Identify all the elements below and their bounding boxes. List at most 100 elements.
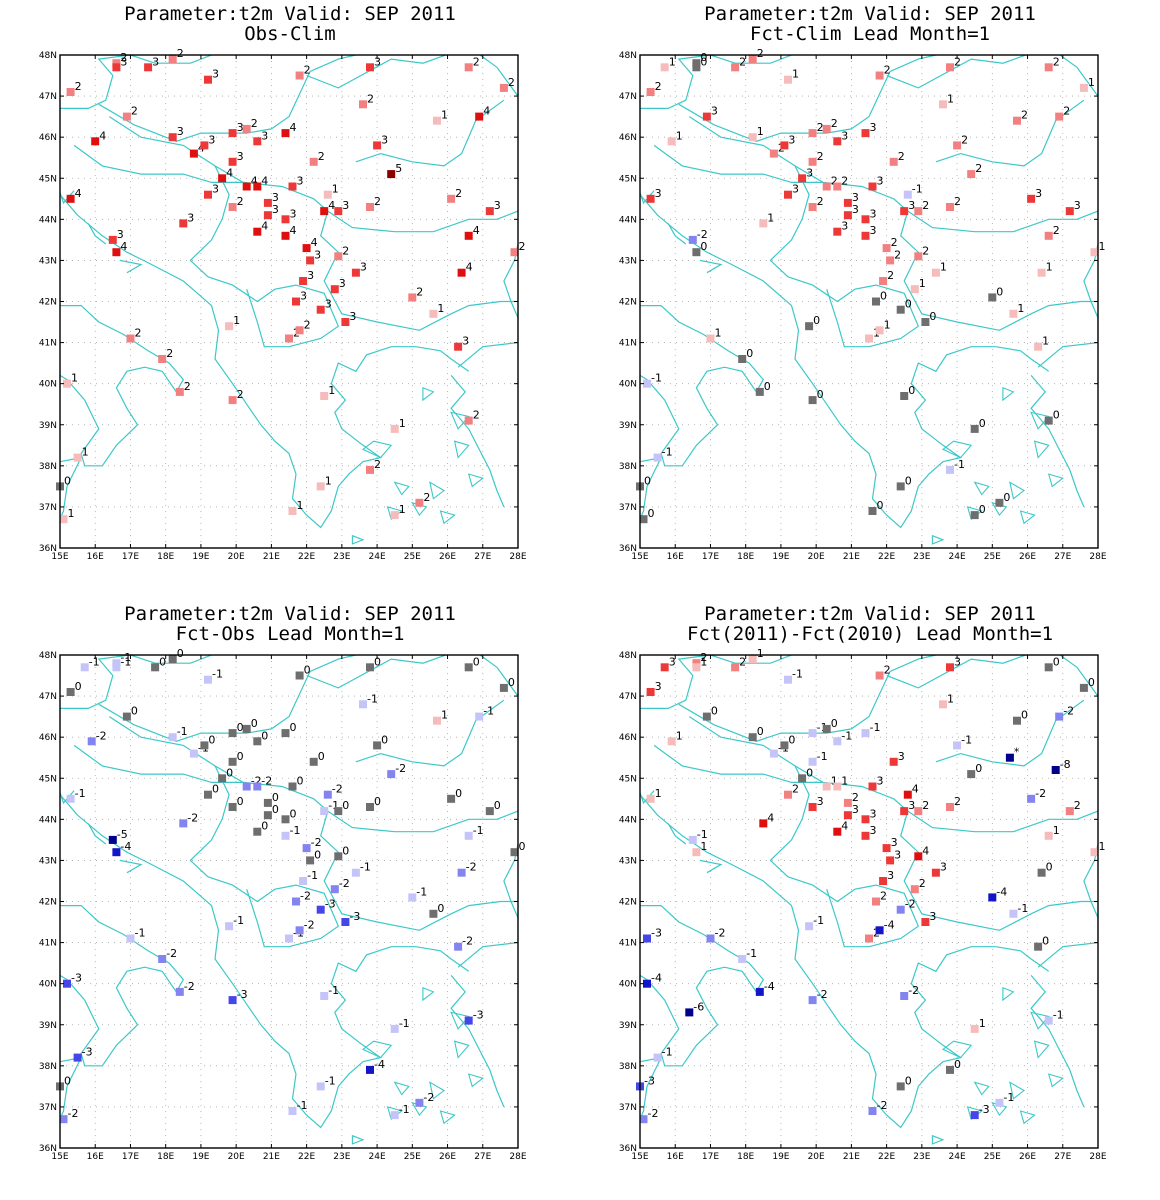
- station-marker: [323, 790, 332, 799]
- x-tick-label: 16E: [667, 552, 684, 562]
- station-value: -3: [979, 1103, 990, 1116]
- station-marker: [875, 671, 884, 680]
- station-marker: [822, 124, 831, 133]
- station-value: 2: [655, 80, 662, 93]
- station-value: -1: [813, 914, 824, 927]
- station-marker: [748, 133, 757, 142]
- station-marker: [408, 293, 417, 302]
- station-value: -1: [954, 458, 965, 471]
- station-marker: [281, 215, 290, 224]
- station-marker: [946, 203, 954, 211]
- station-marker: [967, 170, 976, 179]
- station-marker: [366, 203, 374, 211]
- station-marker: [499, 683, 508, 692]
- station-value: 2: [166, 347, 173, 360]
- station-value: 1: [1088, 76, 1095, 89]
- station-marker: [946, 663, 954, 672]
- y-tick-label: 43N: [39, 856, 57, 866]
- station-marker: [66, 88, 75, 96]
- station-marker: [168, 733, 177, 742]
- station-value: 0: [831, 717, 838, 730]
- station-value: 3: [462, 335, 469, 348]
- island-outline: [1047, 1073, 1064, 1088]
- station-value: 4: [912, 783, 919, 796]
- station-marker: [1037, 868, 1046, 877]
- station-value: -2: [908, 984, 919, 997]
- station-value: -6: [693, 1000, 704, 1013]
- panel-title-line1: Parameter:t2m Valid: SEP 2011: [124, 603, 456, 625]
- station-value: 2: [519, 240, 526, 253]
- station-marker: [1044, 1016, 1053, 1025]
- station-value: 2: [739, 655, 746, 668]
- station-marker: [702, 712, 711, 721]
- station-marker: [931, 868, 940, 877]
- station-value: -1: [89, 655, 100, 668]
- station-map: -1-1000-1-10000-10-2-1-1000001-1000-2-20…: [39, 647, 527, 1162]
- x-tick-label: 15E: [51, 552, 68, 562]
- station-marker: [66, 194, 75, 203]
- station-value: 3: [877, 775, 884, 788]
- station-value: 3: [841, 129, 848, 142]
- station-value: -1: [473, 824, 484, 837]
- coastline: [60, 905, 185, 993]
- station-marker: [914, 807, 923, 816]
- island-outline: [439, 1110, 456, 1125]
- station-value: -4: [764, 980, 775, 993]
- station-value: -2: [300, 890, 311, 903]
- station-value: -4: [884, 918, 895, 931]
- x-tick-label: 20E: [228, 1152, 245, 1162]
- x-tick-label: 18E: [737, 1152, 754, 1162]
- island-outline: [422, 986, 435, 1002]
- y-tick-label: 41N: [39, 339, 57, 349]
- station-value: 3: [870, 807, 877, 820]
- station-marker: [784, 190, 792, 199]
- coastline: [355, 99, 505, 167]
- x-tick-label: 16E: [667, 1152, 684, 1162]
- y-tick-label: 44N: [619, 215, 637, 225]
- station-value: 4: [99, 129, 106, 142]
- station-value: 0: [813, 314, 820, 327]
- station-value: -3: [349, 910, 360, 923]
- island-outline: [429, 481, 445, 500]
- island-outline: [1030, 411, 1050, 430]
- station-marker: [122, 112, 131, 121]
- y-tick-label: 37N: [39, 1103, 57, 1113]
- station-marker: [359, 100, 367, 109]
- station-value: -2: [261, 775, 272, 788]
- station-value: -1: [399, 1103, 410, 1116]
- station-marker: [302, 244, 311, 253]
- station-marker: [306, 856, 315, 865]
- station-marker: [366, 1065, 374, 1074]
- station-marker: [225, 322, 234, 331]
- x-tick-label: 22E: [878, 1152, 895, 1162]
- station-value: -2: [187, 811, 198, 824]
- station-marker: [833, 137, 842, 146]
- station-marker: [288, 182, 297, 191]
- station-marker: [285, 334, 293, 343]
- x-tick-label: 25E: [984, 552, 1001, 562]
- station-marker: [808, 996, 817, 1005]
- station-marker: [1009, 909, 1018, 918]
- x-tick-label: 18E: [737, 552, 754, 562]
- station-marker: [688, 835, 697, 844]
- station-value: 1: [82, 446, 89, 459]
- station-value: 0: [929, 310, 936, 323]
- y-tick-label: 45N: [39, 174, 57, 184]
- station-marker: [1044, 63, 1053, 72]
- station-marker: [204, 675, 212, 684]
- station-value: 3: [940, 861, 947, 874]
- island-outline: [361, 1040, 393, 1059]
- station-value: 2: [852, 791, 859, 804]
- station-value: 2: [120, 51, 127, 64]
- island-outline: [1033, 440, 1050, 459]
- x-tick-label: 17E: [122, 1152, 139, 1162]
- station-marker: [805, 922, 814, 931]
- station-value: 3: [954, 655, 961, 668]
- station-value: -3: [237, 988, 248, 1001]
- station-marker: [1055, 112, 1064, 121]
- y-tick-label: 44N: [619, 815, 637, 825]
- station-value: -1: [325, 1074, 336, 1087]
- station-value: 3: [381, 133, 388, 146]
- station-value: -2: [311, 836, 322, 849]
- x-tick-label: 28E: [1089, 552, 1106, 562]
